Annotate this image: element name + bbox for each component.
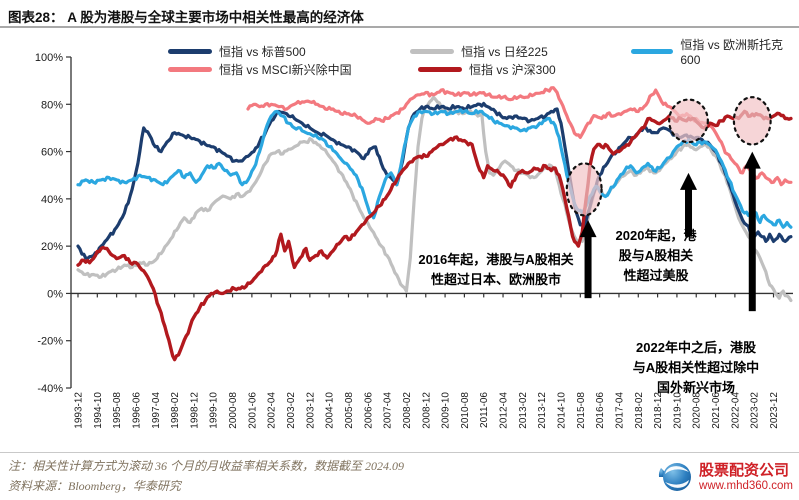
- x-tick-label: 1994-10: [93, 392, 104, 429]
- arrow-head-1: [680, 172, 698, 190]
- footnote: 注：相关性计算方式为滚动 36 个月的月收益率相关系数，数据截至 2024.09: [8, 459, 405, 473]
- x-tick-label: 2021-06: [711, 392, 722, 429]
- footer-divider: [0, 452, 799, 453]
- source-note: 资料来源：Bloomberg，华泰研究: [8, 479, 181, 493]
- x-tick-label: 1998-02: [170, 392, 181, 429]
- legend-label-msci-em: 恒指 vs MSCI新兴除中国: [219, 63, 352, 77]
- legend-item-stoxx600: 恒指 vs 欧洲斯托克600: [630, 36, 799, 67]
- x-tick-label: 2001-06: [247, 392, 258, 429]
- x-tick-label: 2013-12: [537, 392, 548, 429]
- x-tick-label: 2007-04: [383, 392, 394, 429]
- x-tick-label: 2023-12: [769, 392, 780, 429]
- x-tick-label: 2018-02: [634, 392, 645, 429]
- x-tick-label: 2019-10: [672, 392, 683, 429]
- annotation-2022: 2022年中之后，港股 与A股相关性超过除中 国外新兴市场: [632, 340, 760, 396]
- series-line-2: [76, 108, 793, 229]
- header-divider: [0, 26, 799, 28]
- legend-item-csi300: 恒指 vs 沪深300: [418, 61, 556, 78]
- x-tick-label: 2004-10: [325, 392, 336, 429]
- x-tick-label: 2009-10: [441, 392, 452, 429]
- y-tick-label: 20%: [41, 241, 63, 253]
- y-tick-label: 80%: [41, 99, 63, 111]
- x-tick-label: 2005-08: [344, 392, 355, 429]
- highlight-circle-2: [732, 96, 772, 146]
- x-tick-label: 2003-02: [286, 392, 297, 429]
- figure-title: 图表28： A 股为港股与全球主要市场中相关性最高的经济体: [8, 10, 364, 25]
- watermark-text: 股票配资公司 www.mhd360.com: [699, 462, 793, 491]
- x-tick-label: 1997-04: [151, 392, 162, 429]
- x-tick-label: 1999-10: [209, 392, 220, 429]
- x-tick-label: 1996-06: [131, 392, 142, 429]
- x-tick-label: 2002-04: [267, 392, 278, 429]
- arrow-shaft-2: [748, 167, 756, 312]
- x-tick-label: 2003-12: [305, 392, 316, 429]
- x-tick-label: 2012-04: [499, 392, 510, 429]
- annotation-2020: 2020年起，港 股与A股相关 性超过美股: [615, 228, 697, 284]
- arrow-shaft-0: [584, 236, 592, 299]
- x-tick-label: 2020-08: [692, 392, 703, 429]
- y-tick-label: -40%: [37, 383, 63, 395]
- legend-swatch-csi300: [418, 67, 462, 72]
- legend-label-sp500: 恒指 vs 标普500: [219, 45, 306, 59]
- highlight-circle-0: [565, 162, 603, 217]
- watermark-company: 股票配资公司: [699, 462, 790, 480]
- arrow-shaft-1: [685, 188, 693, 237]
- x-tick-label: 1995-08: [112, 392, 123, 429]
- x-tick-label: 2006-06: [363, 392, 374, 429]
- x-tick-label: 2008-12: [421, 392, 432, 429]
- annotation-2016: 2016年起，港股与A股相关 性超过日本、欧洲股市: [418, 252, 574, 288]
- watermark-logo-icon: [658, 463, 692, 491]
- y-tick-label: 100%: [35, 52, 63, 64]
- x-tick-label: 2000-08: [228, 392, 239, 429]
- x-tick-label: 2008-02: [402, 392, 413, 429]
- x-tick-label: 1993-12: [74, 392, 85, 429]
- legend-item-nikkei225: 恒指 vs 日经225: [410, 36, 631, 67]
- y-tick-label: 0%: [47, 288, 63, 300]
- x-tick-label: 2018-12: [653, 392, 664, 429]
- highlight-circle-1: [668, 98, 709, 144]
- x-tick-label: 2011-06: [479, 392, 490, 428]
- y-tick-label: -20%: [37, 336, 63, 348]
- x-tick-label: 2013-02: [518, 392, 529, 429]
- x-tick-label: 2022-04: [730, 392, 741, 429]
- x-tick-label: 2016-06: [595, 392, 606, 429]
- legend-label-csi300: 恒指 vs 沪深300: [469, 63, 556, 77]
- x-tick-label: 2010-08: [460, 392, 471, 429]
- arrow-head-0: [579, 220, 597, 238]
- legend-item-msci-em: 恒指 vs MSCI新兴除中国: [168, 61, 418, 78]
- x-tick-label: 2023-02: [750, 392, 761, 429]
- legend-label-stoxx600: 恒指 vs 欧洲斯托克600: [680, 38, 784, 67]
- x-tick-label: 1998-12: [189, 392, 200, 429]
- x-tick-label: 2014-10: [557, 392, 568, 429]
- x-tick-label: 2017-04: [614, 392, 625, 429]
- legend-swatch-stoxx600: [630, 49, 674, 54]
- legend-item-sp500: 恒指 vs 标普500: [168, 36, 410, 67]
- arrow-head-2: [743, 151, 761, 169]
- legend-row-2: 恒指 vs MSCI新兴除中国 恒指 vs 沪深300: [168, 61, 556, 78]
- legend-row-1: 恒指 vs 标普500 恒指 vs 日经225 恒指 vs 欧洲斯托克600: [168, 36, 799, 67]
- legend-label-nikkei225: 恒指 vs 日经225: [461, 45, 548, 59]
- y-tick-label: 40%: [41, 194, 63, 206]
- legend-swatch-nikkei225: [410, 49, 455, 54]
- legend-swatch-sp500: [168, 49, 212, 54]
- watermark-url: www.mhd360.com: [699, 479, 793, 492]
- legend-swatch-msci-em: [168, 67, 212, 72]
- x-tick-label: 2015-08: [576, 392, 587, 429]
- y-tick-label: 60%: [41, 147, 63, 159]
- watermark: 股票配资公司 www.mhd360.com: [655, 458, 793, 496]
